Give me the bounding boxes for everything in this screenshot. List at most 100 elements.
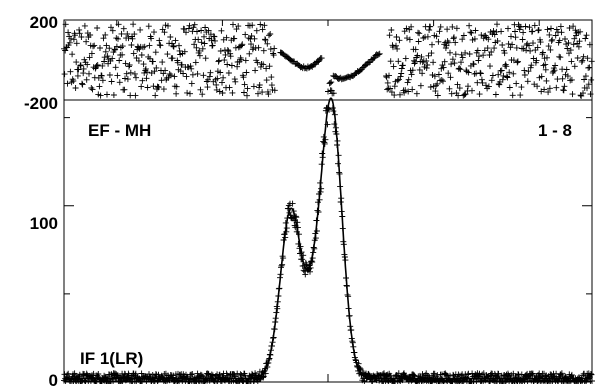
amplitude-point	[495, 371, 502, 377]
phase-point	[545, 43, 552, 50]
phase-point	[156, 37, 163, 44]
phase-point	[480, 52, 487, 59]
phase-point	[119, 43, 126, 50]
phase-point	[84, 61, 91, 68]
phase-point	[405, 88, 412, 95]
phase-point	[403, 25, 410, 32]
phase-point	[131, 70, 138, 77]
phase-point	[549, 36, 556, 43]
amplitude-point	[419, 371, 426, 378]
phase-point	[451, 34, 457, 41]
phase-point	[537, 39, 544, 46]
phase-point	[187, 90, 193, 97]
phase-point	[266, 32, 272, 39]
phase-point	[426, 27, 433, 33]
phase-point	[73, 40, 80, 47]
phase-point	[404, 79, 411, 86]
phase-point	[543, 77, 550, 84]
phase-point	[140, 61, 147, 68]
phase-point	[411, 60, 418, 67]
phase-point	[387, 85, 394, 92]
phase-point	[513, 44, 520, 51]
phase-point	[585, 64, 592, 71]
phase-point	[188, 65, 195, 72]
phase-point	[148, 35, 155, 42]
amplitude-point	[383, 372, 390, 379]
amplitude-point	[450, 371, 457, 378]
phase-point	[436, 28, 443, 35]
phase-point	[521, 72, 528, 78]
phase-point	[577, 28, 584, 35]
phase-point	[180, 70, 187, 77]
phase-point	[490, 28, 497, 34]
phase-point	[264, 40, 271, 47]
phase-point	[221, 57, 228, 64]
phase-point	[423, 65, 430, 71]
phase-point	[386, 72, 392, 79]
phase-point	[561, 83, 568, 90]
phase-point	[160, 86, 167, 93]
phase-point	[498, 67, 505, 74]
phase-point	[409, 67, 416, 74]
phase-point	[266, 63, 273, 70]
phase-point	[249, 22, 256, 29]
phase-point	[424, 62, 431, 68]
phase-point	[431, 73, 438, 80]
phase-point	[167, 72, 174, 79]
phase-point	[499, 42, 506, 48]
phase-point	[533, 57, 540, 64]
phase-point	[111, 46, 118, 53]
phase-point	[450, 35, 457, 42]
phase-point	[496, 81, 503, 88]
phase-point	[491, 45, 498, 52]
phase-point	[405, 76, 412, 83]
phase-point	[570, 41, 577, 48]
amplitude-point	[307, 268, 313, 275]
phase-point	[529, 28, 536, 35]
phase-point	[525, 68, 532, 75]
phase-point	[97, 92, 104, 99]
amplitude-point	[65, 370, 72, 377]
phase-point	[242, 31, 249, 38]
phase-point	[474, 79, 481, 86]
phase-point	[545, 89, 552, 96]
phase-point	[195, 36, 202, 43]
phase-point	[76, 30, 83, 37]
phase-point	[176, 47, 183, 54]
phase-point	[99, 62, 106, 69]
phase-point	[70, 36, 77, 43]
phase-point	[513, 80, 520, 87]
phase-point	[433, 33, 440, 40]
phase-point	[546, 85, 553, 92]
phase-point	[393, 42, 399, 49]
phase-point	[494, 38, 501, 44]
phase-point	[318, 55, 325, 62]
phase-point	[198, 39, 205, 46]
phase-point	[488, 77, 495, 84]
phase-point	[404, 35, 410, 42]
phase-point	[261, 22, 268, 29]
phase-point	[519, 36, 526, 43]
phase-point	[458, 59, 464, 66]
phase-point	[128, 42, 135, 48]
phase-point	[202, 55, 209, 62]
phase-point	[512, 34, 519, 41]
phase-point	[208, 37, 215, 44]
amplitude-point	[529, 370, 536, 377]
phase-point	[115, 35, 121, 42]
phase-point	[267, 31, 274, 37]
amplitude-point	[189, 371, 196, 377]
phase-point	[116, 57, 123, 64]
phase-point	[456, 85, 463, 92]
phase-point	[547, 46, 554, 53]
phase-point	[573, 32, 579, 39]
amplitude-point	[216, 371, 223, 378]
phase-point	[144, 69, 151, 76]
phase-point	[568, 76, 575, 83]
phase-point	[465, 69, 472, 76]
phase-point	[434, 80, 441, 87]
amplitude-point	[588, 371, 595, 378]
phase-point	[170, 43, 177, 49]
phase-point	[510, 57, 517, 64]
baseline-label: EF - MH	[88, 121, 151, 140]
